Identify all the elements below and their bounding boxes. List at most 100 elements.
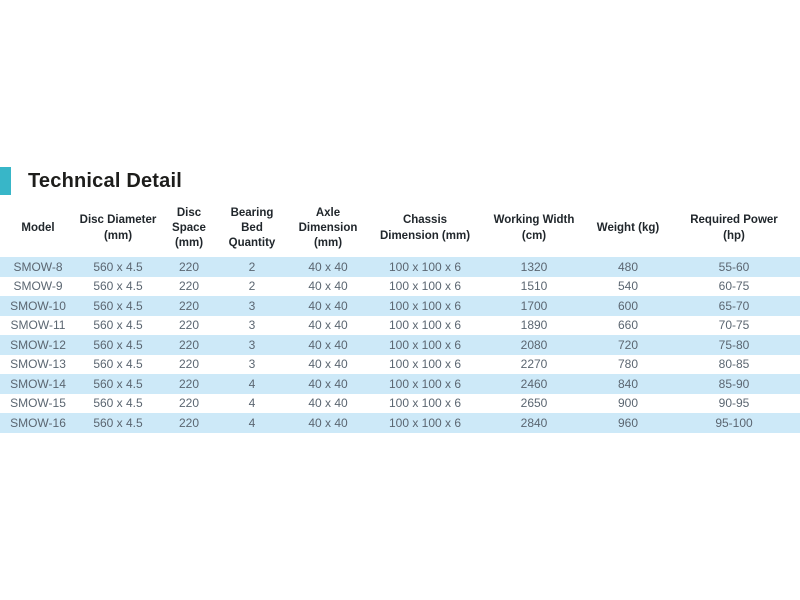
table-cell: 220	[160, 374, 218, 394]
table-cell: 3	[218, 296, 286, 316]
table-cell: 220	[178, 279, 200, 294]
table-cell: 900	[617, 396, 639, 411]
table-cell: 2460	[480, 374, 588, 394]
table-row: SMOW-13 560 x 4.5 220 3 40 x 40 100 x 100 x 6…	[0, 355, 800, 375]
table-cell: 95-100	[668, 413, 800, 433]
table-header-row: Model Disc Diameter (mm) Disc Space (mm) Be…	[0, 203, 800, 257]
table-cell: 100 x 100 x 6	[388, 357, 462, 372]
table-row: SMOW-10 560 x 4.5 220 3 40 x 40 100 x 100 x 6…	[0, 296, 800, 316]
table-cell: 2	[218, 257, 286, 277]
table-cell: 90-95	[718, 396, 750, 411]
table-header: Model Disc Diameter (mm) Disc Space (mm) Be…	[0, 203, 800, 257]
column-header-disc-space: Disc Space (mm)	[172, 206, 206, 250]
table-cell: SMOW-12	[0, 335, 76, 355]
table-cell: SMOW-11	[10, 318, 66, 333]
table-row: SMOW-11 560 x 4.5 220 3 40 x 40 100 x 100 x 6…	[0, 316, 800, 336]
table-cell: 75-80	[668, 335, 800, 355]
table-cell: 70-75	[718, 318, 750, 333]
table-cell: 560 x 4.5	[93, 318, 143, 333]
table-cell: SMOW-9	[13, 279, 63, 294]
table-row: SMOW-12 560 x 4.5 220 3 40 x 40 100 x 100 x 6…	[0, 335, 800, 355]
table-cell: 80-85	[718, 357, 750, 372]
table-cell: SMOW-13	[10, 357, 66, 372]
table-cell: SMOW-16	[0, 413, 76, 433]
table-cell: 840	[588, 374, 668, 394]
table-cell: 560 x 4.5	[76, 296, 160, 316]
table-row: SMOW-16 560 x 4.5 220 4 40 x 40 100 x 100 x 6…	[0, 413, 800, 433]
table-cell: 40 x 40	[286, 257, 370, 277]
table-cell: 1890	[520, 318, 548, 333]
column-header-bearing-bed-qty: Bearing Bed Quantity	[228, 206, 276, 250]
table-cell: 220	[160, 257, 218, 277]
table-cell: 560 x 4.5	[76, 413, 160, 433]
table-cell: SMOW-10	[0, 296, 76, 316]
table-cell: 560 x 4.5	[76, 257, 160, 277]
table-cell: 2080	[480, 335, 588, 355]
section-header: Technical Detail	[0, 166, 182, 196]
column-header-model: Model	[21, 221, 55, 234]
table-cell: 40 x 40	[286, 413, 370, 433]
table-cell: 100 x 100 x 6	[388, 318, 462, 333]
table-cell: 560 x 4.5	[93, 279, 143, 294]
table-cell: 3	[218, 335, 286, 355]
table-cell: 4	[218, 413, 286, 433]
table-cell: 2	[248, 279, 256, 294]
accent-square-icon	[0, 167, 11, 195]
table-cell: 220	[178, 318, 200, 333]
column-header-disc-diameter: Disc Diameter (mm)	[79, 214, 157, 242]
table-cell: 480	[588, 257, 668, 277]
table-cell: 3	[248, 318, 256, 333]
table-cell: 60-75	[718, 279, 750, 294]
table-cell: 4	[248, 396, 256, 411]
column-header-axle-dimension: Axle Dimension (mm)	[298, 206, 358, 250]
table-cell: 65-70	[668, 296, 800, 316]
section-title: Technical Detail	[28, 169, 182, 192]
table-cell: 660	[617, 318, 639, 333]
table-cell: 2650	[520, 396, 548, 411]
table-cell: 780	[617, 357, 639, 372]
table-cell: 220	[160, 413, 218, 433]
table-cell: 540	[617, 279, 639, 294]
table-cell: 40 x 40	[286, 296, 370, 316]
table-cell: 1510	[520, 279, 548, 294]
table-cell: 600	[588, 296, 668, 316]
table-cell: 3	[248, 357, 256, 372]
table-cell: 100 x 100 x 6	[370, 413, 480, 433]
table-cell: 55-60	[668, 257, 800, 277]
table-cell: 40 x 40	[308, 279, 348, 294]
table-cell: 100 x 100 x 6	[388, 396, 462, 411]
table-row: SMOW-14 560 x 4.5 220 4 40 x 40 100 x 100 x 6…	[0, 374, 800, 394]
table-cell: 2840	[480, 413, 588, 433]
table-cell: 100 x 100 x 6	[370, 296, 480, 316]
table-cell: SMOW-15	[10, 396, 66, 411]
table-cell: 100 x 100 x 6	[388, 279, 462, 294]
table-cell: 220	[160, 296, 218, 316]
table-cell: 220	[178, 396, 200, 411]
table-row: SMOW-9 560 x 4.5 220 2 40 x 40 100 x 100 x 6 1…	[0, 277, 800, 297]
table-cell: 100 x 100 x 6	[370, 257, 480, 277]
table-cell: 560 x 4.5	[76, 374, 160, 394]
table-cell: 1320	[480, 257, 588, 277]
table-cell: 40 x 40	[308, 318, 348, 333]
table-cell: 40 x 40	[286, 374, 370, 394]
column-header-chassis-dimension: Chassis Dimension (mm)	[379, 214, 471, 242]
table-cell: 2270	[520, 357, 548, 372]
technical-detail-table: Model Disc Diameter (mm) Disc Space (mm) Be…	[0, 203, 800, 433]
table-cell: 40 x 40	[308, 396, 348, 411]
table-cell: 4	[218, 374, 286, 394]
table-cell: 220	[178, 357, 200, 372]
column-header-weight: Weight (kg)	[596, 221, 660, 234]
table-cell: 560 x 4.5	[93, 357, 143, 372]
table-cell: SMOW-8	[0, 257, 76, 277]
table-cell: 220	[160, 335, 218, 355]
table-cell: 85-90	[668, 374, 800, 394]
column-header-required-power: Required Power (hp)	[690, 214, 778, 242]
table-row: SMOW-15 560 x 4.5 220 4 40 x 40 100 x 100 x 6…	[0, 394, 800, 414]
table-cell: 560 x 4.5	[93, 396, 143, 411]
table-cell: 720	[588, 335, 668, 355]
table-cell: 40 x 40	[308, 357, 348, 372]
table-cell: SMOW-14	[0, 374, 76, 394]
